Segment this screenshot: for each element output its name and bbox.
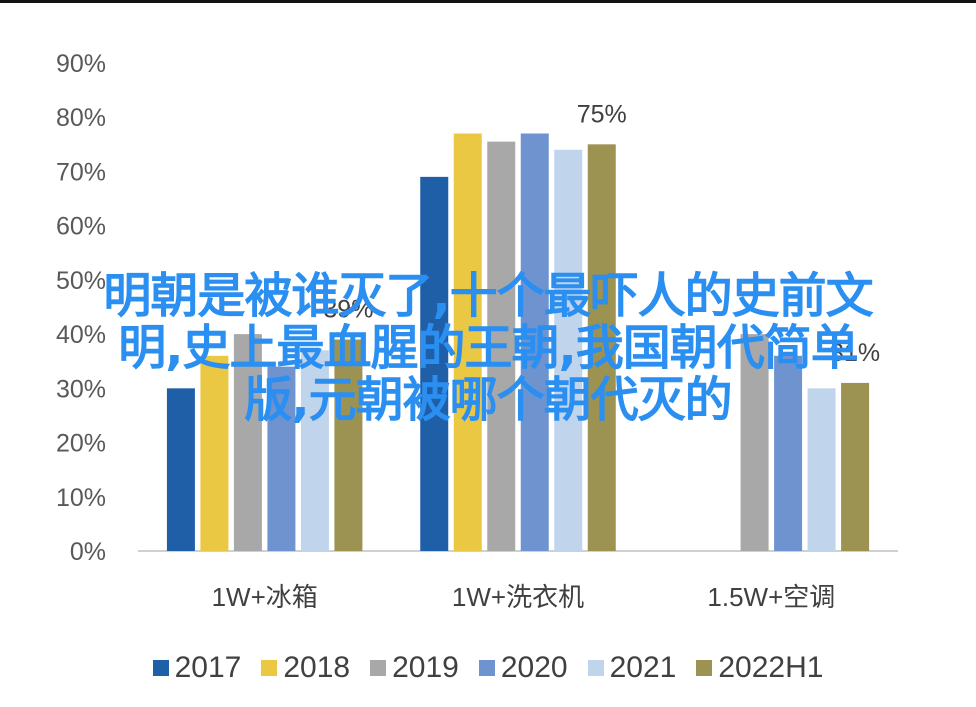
legend-label: 2019: [392, 651, 459, 684]
legend-swatch: [478, 660, 495, 676]
data-labels: 39% 75% 31%: [323, 100, 880, 367]
bar-2022H1-0: [334, 339, 363, 551]
bar-2020-0: [267, 366, 296, 551]
bar-chart: 0%10%20%30%40%50%60%70%80%90% 39%75%31% …: [56, 50, 898, 612]
y-tick-label: 0%: [70, 538, 106, 566]
y-tick-label: 80%: [56, 104, 106, 132]
legend-label: 2020: [500, 651, 568, 684]
bar-2019-0: [233, 334, 262, 551]
legend-label: 2021: [609, 651, 677, 684]
data-label: 75%: [577, 100, 627, 128]
bar-2018-0: [200, 355, 229, 551]
y-tick-label: 60%: [56, 213, 106, 241]
bar-2018-1: [453, 133, 482, 551]
y-tick-label: 20%: [56, 430, 106, 458]
bar-2017-1: [420, 176, 449, 551]
overlay-line-2: 明,史上最血腥的王朝,我国朝代简单: [118, 320, 858, 376]
bar-2019-2: [740, 334, 769, 551]
legend-item-2017: 2017: [152, 651, 242, 685]
data-label: 31%: [830, 339, 880, 367]
top-rule: [0, 0, 976, 3]
legend-item-2019: 2019: [370, 651, 459, 685]
bar-2020-2: [774, 355, 803, 551]
legend-label: 2022H1: [718, 651, 824, 684]
legend-swatch: [587, 660, 604, 676]
bar-2021-2: [807, 388, 836, 551]
bar-2022H1-2: [841, 382, 870, 551]
y-tick-label: 90%: [56, 50, 106, 78]
data-label: 39%: [323, 296, 373, 324]
legend-item-2021: 2021: [587, 651, 677, 685]
overlay-line-3: 版,元朝被哪个朝代灭的: [244, 372, 732, 428]
y-tick-label: 70%: [56, 158, 106, 186]
bar-2020-1: [520, 133, 549, 551]
y-axis: 0% 10% 20% 30% 40% 50% 60% 70% 80% 90%: [56, 50, 106, 566]
legend-item-2020: 2020: [478, 651, 568, 685]
y-tick-label: 10%: [56, 484, 106, 512]
bar-2021-0: [300, 350, 329, 551]
legend-swatch: [152, 660, 169, 676]
x-axis: 1W+冰箱 1W+洗衣机 1.5W+空调: [212, 582, 836, 612]
legend-label: 2018: [283, 651, 351, 684]
bar-2019-1: [487, 141, 516, 551]
bar-2021-1: [554, 149, 583, 551]
y-tick-label: 40%: [56, 321, 106, 349]
legend-label: 2017: [174, 651, 242, 684]
legend-item-2018: 2018: [261, 651, 350, 685]
bar-2022H1-1: [587, 144, 616, 552]
legend-item-2022H1: 2022H1: [696, 651, 823, 685]
legend-swatch: [261, 660, 278, 676]
overlay-line-1: 明朝是被谁灭了,十个最吓人的史前文: [103, 268, 873, 324]
y-tick-label: 50%: [56, 267, 106, 295]
x-tick-label: 1.5W+空调: [707, 582, 835, 612]
legend-swatch: [696, 660, 713, 676]
x-tick-label: 1W+洗衣机: [452, 582, 584, 612]
bars: [166, 133, 870, 552]
x-tick-label: 1W+冰箱: [212, 582, 318, 612]
legend-swatch: [370, 660, 387, 676]
legend: 2017 2018 2019 2020 2021 2022H1: [0, 651, 976, 685]
y-tick-label: 30%: [56, 375, 106, 403]
watermark-title-overlay: 明朝是被谁灭了,十个最吓人的史前文 明,史上最血腥的王朝,我国朝代简单 版,元朝…: [0, 270, 976, 426]
bar-2017-0: [166, 388, 195, 551]
